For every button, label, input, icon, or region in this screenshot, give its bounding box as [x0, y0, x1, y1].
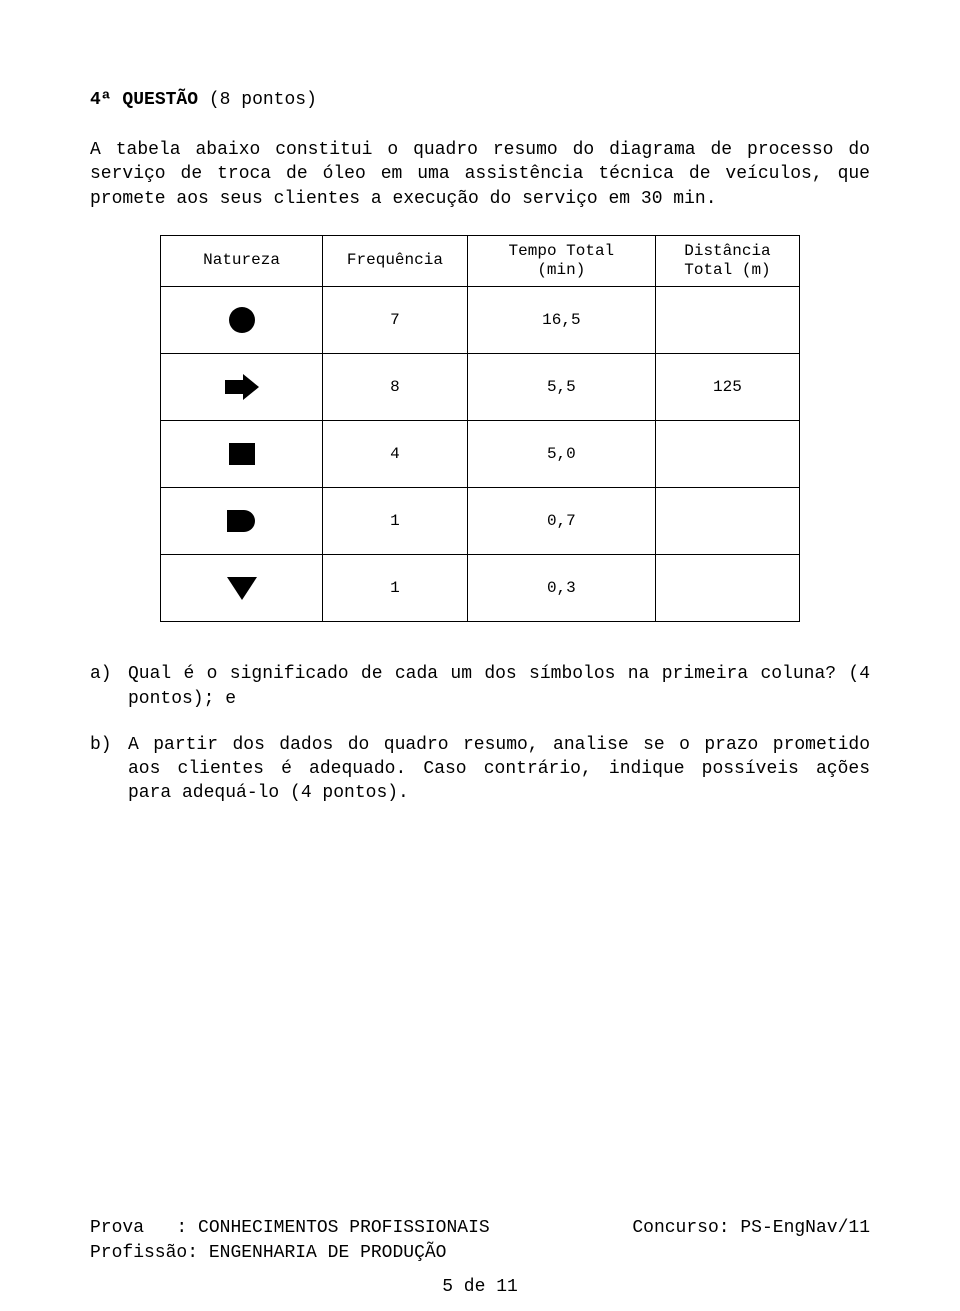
inspection-square-icon [227, 441, 257, 467]
cell-freq: 7 [323, 287, 468, 354]
cell-symbol [161, 354, 323, 421]
cell-tempo: 0,3 [467, 555, 655, 622]
delay-d-shape-icon [224, 507, 260, 535]
cell-tempo: 16,5 [467, 287, 655, 354]
footer-concurso: Concurso: PS-EngNav/11 [632, 1216, 870, 1240]
footer-profissao-value: ENGENHARIA DE PRODUÇÃO [209, 1243, 447, 1263]
col-header-tempo-line1: Tempo Total [509, 242, 615, 260]
cell-tempo: 0,7 [467, 488, 655, 555]
transport-arrow-icon [223, 372, 261, 402]
question-a-text: Qual é o significado de cada um dos símb… [128, 662, 870, 711]
question-b: b) A partir dos dados do quadro resumo, … [90, 733, 870, 806]
cell-freq: 8 [323, 354, 468, 421]
cell-dist [655, 287, 799, 354]
summary-table-wrap: Natureza Frequência Tempo Total (min) Di… [90, 235, 870, 622]
footer-prova-value: CONHECIMENTOS PROFISSIONAIS [198, 1218, 490, 1238]
cell-tempo: 5,5 [467, 354, 655, 421]
cell-tempo: 5,0 [467, 421, 655, 488]
col-header-dist-line1: Distância [684, 242, 770, 260]
footer-prova: Prova : CONHECIMENTOS PROFISSIONAIS [90, 1216, 490, 1240]
page-number: 5 de 11 [0, 1277, 960, 1297]
footer-prova-label: Prova [90, 1218, 144, 1238]
question-a-label: a) [90, 662, 128, 711]
summary-table: Natureza Frequência Tempo Total (min) Di… [160, 235, 800, 622]
col-header-dist-line2: Total (m) [684, 261, 770, 279]
col-header-tempo-line2: (min) [537, 261, 585, 279]
table-header-row: Natureza Frequência Tempo Total (min) Di… [161, 235, 800, 286]
table-row: 7 16,5 [161, 287, 800, 354]
footer-prova-sep: : [176, 1218, 187, 1238]
question-heading: 4ª QUESTÃO (8 pontos) [90, 90, 870, 110]
col-header-tempo: Tempo Total (min) [467, 235, 655, 286]
cell-dist [655, 555, 799, 622]
footer-profissao-label: Profissão: [90, 1243, 198, 1263]
col-header-frequencia: Frequência [323, 235, 468, 286]
cell-freq: 4 [323, 421, 468, 488]
question-b-text: A partir dos dados do quadro resumo, ana… [128, 733, 870, 806]
cell-freq: 1 [323, 488, 468, 555]
operation-circle-icon [226, 304, 258, 336]
question-title: QUESTÃO [122, 90, 198, 110]
table-row: 4 5,0 [161, 421, 800, 488]
intro-paragraph: A tabela abaixo constitui o quadro resum… [90, 138, 870, 211]
cell-dist [655, 421, 799, 488]
page-footer: Prova : CONHECIMENTOS PROFISSIONAIS Conc… [90, 1216, 870, 1265]
cell-symbol [161, 488, 323, 555]
question-points: (8 pontos) [209, 90, 317, 110]
cell-freq: 1 [323, 555, 468, 622]
question-a: a) Qual é o significado de cada um dos s… [90, 662, 870, 711]
col-header-natureza: Natureza [161, 235, 323, 286]
question-number: 4ª [90, 90, 112, 110]
col-header-distancia: Distância Total (m) [655, 235, 799, 286]
table-row: 8 5,5 125 [161, 354, 800, 421]
cell-symbol [161, 421, 323, 488]
table-row: 1 0,3 [161, 555, 800, 622]
question-b-label: b) [90, 733, 128, 806]
cell-symbol [161, 287, 323, 354]
footer-row-2: Profissão: ENGENHARIA DE PRODUÇÃO [90, 1241, 870, 1265]
sub-questions: a) Qual é o significado de cada um dos s… [90, 662, 870, 805]
page: 4ª QUESTÃO (8 pontos) A tabela abaixo co… [0, 0, 960, 1311]
storage-triangle-icon [225, 574, 259, 602]
footer-concurso-value: PS-EngNav/11 [740, 1218, 870, 1238]
footer-concurso-label: Concurso: [632, 1218, 729, 1238]
footer-row-1: Prova : CONHECIMENTOS PROFISSIONAIS Conc… [90, 1216, 870, 1240]
table-row: 1 0,7 [161, 488, 800, 555]
cell-dist: 125 [655, 354, 799, 421]
cell-dist [655, 488, 799, 555]
cell-symbol [161, 555, 323, 622]
